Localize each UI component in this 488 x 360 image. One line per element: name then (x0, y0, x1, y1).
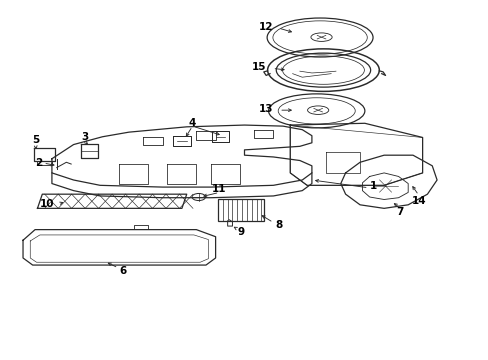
Bar (218, 199, 263, 221)
Text: 5: 5 (32, 135, 39, 145)
Text: 10: 10 (40, 199, 54, 209)
Text: 12: 12 (258, 22, 273, 32)
Text: 11: 11 (212, 184, 226, 194)
Text: 14: 14 (410, 195, 425, 206)
Text: 9: 9 (237, 228, 244, 238)
Text: 8: 8 (274, 220, 282, 230)
Text: 13: 13 (258, 104, 273, 114)
Text: 7: 7 (395, 207, 403, 217)
Text: 4: 4 (188, 118, 196, 127)
Text: 6: 6 (119, 266, 126, 276)
Text: 15: 15 (251, 62, 265, 72)
Text: 3: 3 (81, 132, 88, 142)
Text: 1: 1 (369, 181, 376, 192)
Text: 2: 2 (35, 158, 42, 168)
